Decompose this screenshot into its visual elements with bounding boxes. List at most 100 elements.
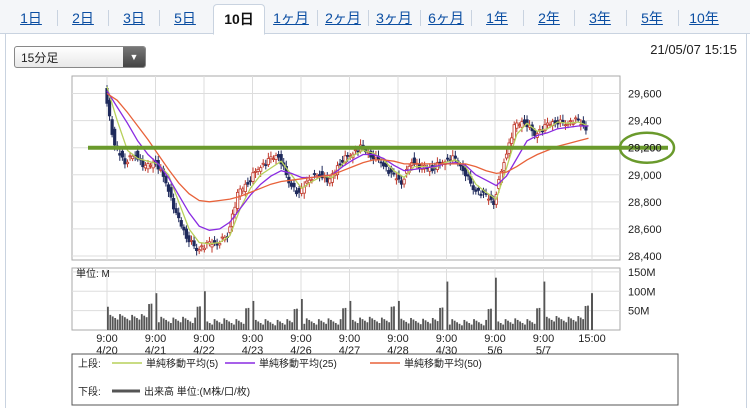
candle-body [148, 164, 153, 167]
volume-bar [271, 323, 274, 330]
tab-separator [368, 10, 369, 26]
volume-bar [291, 322, 294, 330]
candle-body [146, 163, 150, 170]
volume-bar [553, 321, 555, 330]
candle-body [402, 178, 406, 185]
candle-body [563, 124, 568, 127]
volume-bar [310, 321, 313, 330]
tab-1[interactable]: 1日 [20, 10, 42, 26]
volume-bar [211, 324, 214, 330]
volume-bar [550, 319, 553, 330]
volume-bar [281, 323, 284, 330]
tab-11[interactable]: 2年 [538, 10, 560, 26]
volume-bar [385, 320, 388, 330]
volume-bar [213, 319, 216, 330]
volume-bar [293, 309, 296, 330]
volume-bar [131, 314, 134, 330]
candle-body [394, 178, 399, 181]
tab-9[interactable]: 6ヶ月 [428, 10, 464, 26]
tab-12[interactable]: 3年 [589, 10, 611, 26]
tab-separator [420, 10, 421, 26]
volume-bar [174, 319, 177, 330]
y-tick-label: 28,800 [628, 197, 662, 209]
volume-bar [521, 323, 524, 330]
volume-bar [262, 324, 264, 330]
volume-bar [308, 319, 311, 330]
volume-bar [279, 321, 281, 330]
volume-bar [337, 324, 340, 330]
tab-7[interactable]: 2ヶ月 [325, 10, 361, 26]
tab-10[interactable]: 1年 [486, 10, 508, 26]
volume-bar [322, 322, 325, 330]
candle-body [576, 118, 580, 121]
tab-separator [471, 10, 472, 26]
volume-bar [177, 320, 180, 330]
tab-3[interactable]: 3日 [123, 10, 145, 26]
volume-bar [572, 319, 575, 330]
volume-bar [482, 325, 485, 330]
volume-bar [451, 319, 454, 330]
candle-body [141, 160, 145, 168]
volume-bar [356, 323, 359, 330]
tab-8[interactable]: 3ヶ月 [376, 10, 412, 26]
candle-body [474, 189, 478, 192]
volume-bar [344, 307, 347, 330]
candle-body [238, 188, 242, 197]
candle-body [540, 130, 544, 133]
candle-body [192, 240, 196, 247]
candle-body [310, 179, 314, 181]
volume-bar [545, 316, 548, 330]
candle-body [353, 149, 358, 152]
tab-6[interactable]: 1ヶ月 [273, 10, 309, 26]
volume-bar [519, 321, 522, 330]
volume-bar [225, 319, 228, 330]
tab-4[interactable]: 5日 [174, 10, 196, 26]
chevron-down-icon[interactable]: ▼ [123, 47, 145, 67]
volume-bar [461, 325, 463, 330]
candle-body [251, 172, 255, 182]
candle-body [276, 154, 281, 158]
volume-bar [514, 318, 517, 330]
volume-bar [123, 317, 126, 330]
volume-bar [189, 321, 192, 330]
volume-bar [495, 277, 497, 330]
volume-bar [119, 314, 121, 330]
volume-bar [220, 323, 223, 330]
candle-body [522, 119, 527, 124]
volume-bar [109, 314, 112, 330]
tab-5[interactable]: 10日 [213, 4, 265, 35]
x-tick-time: 9:00 [96, 333, 117, 345]
volume-bar [233, 324, 235, 330]
volume-bar [368, 316, 371, 330]
tab-14[interactable]: 10年 [689, 10, 719, 26]
volume-bar [582, 319, 585, 330]
x-tick-time: 9:00 [145, 333, 166, 345]
candle-body [271, 158, 276, 160]
interval-select[interactable]: 15分足 ▼ [14, 46, 146, 68]
volume-bar [257, 321, 260, 330]
candle-body [338, 163, 342, 166]
volume-bar [366, 322, 369, 330]
interval-select-value: 15分足 [21, 51, 59, 65]
volume-bar [567, 316, 570, 330]
x-tick-time: 9:00 [533, 333, 554, 345]
tab-13[interactable]: 5年 [641, 10, 663, 26]
candle-body [484, 193, 488, 195]
tab-2[interactable]: 2日 [72, 10, 94, 26]
volume-bar [419, 324, 422, 330]
volume-bar [145, 317, 148, 330]
volume-bar [422, 318, 425, 330]
volume-bar [587, 305, 589, 330]
candle-body [120, 150, 124, 158]
legend-upper-label: 上段: [78, 357, 101, 370]
annotation-label: 29,200 [628, 143, 662, 155]
candle-body [479, 193, 483, 196]
candle-body [169, 187, 173, 198]
volume-bar [230, 323, 233, 330]
y-tick-label: 29,600 [628, 89, 662, 101]
candle-body [125, 161, 130, 165]
candle-body [253, 170, 258, 173]
candle-body [312, 173, 317, 175]
candle-body [356, 150, 360, 153]
volume-bar [371, 318, 374, 330]
